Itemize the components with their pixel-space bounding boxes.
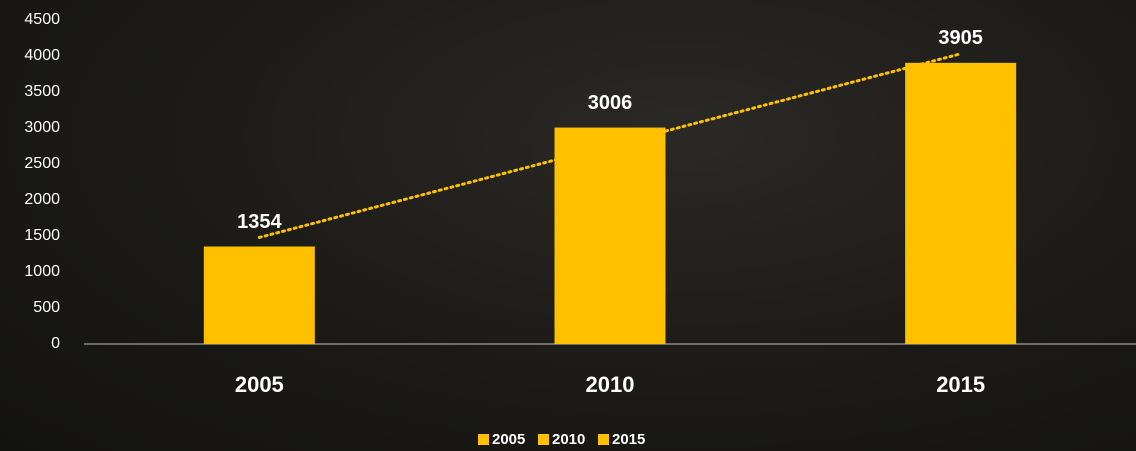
y-tick-label: 4500 [24, 11, 60, 28]
legend-swatch [598, 434, 609, 445]
x-tick-label: 2010 [586, 372, 635, 397]
legend-label: 2015 [612, 431, 645, 448]
y-tick-label: 1000 [24, 263, 60, 280]
bar [555, 128, 666, 344]
y-tick-label: 2000 [24, 191, 60, 208]
chart: 0 500 1000 1500 2000 2500 3000 3500 4000 4500 1354… [0, 0, 1136, 451]
legend-swatch [478, 434, 489, 445]
data-label: 3905 [938, 27, 983, 49]
x-tick-label: 2015 [936, 372, 985, 397]
legend-swatch [538, 434, 549, 445]
bar [905, 63, 1016, 344]
y-tick-label: 0 [51, 335, 60, 352]
bar [204, 247, 315, 344]
y-tick-label: 1500 [24, 227, 60, 244]
data-label: 1354 [237, 211, 282, 233]
legend-label: 2010 [552, 431, 585, 448]
y-tick-label: 2500 [24, 155, 60, 172]
y-tick-label: 3000 [24, 119, 60, 136]
legend-label: 2005 [492, 431, 525, 448]
y-tick-label: 4000 [24, 47, 60, 64]
x-tick-label: 2005 [235, 372, 284, 397]
y-tick-label: 500 [33, 299, 60, 316]
data-label: 3006 [588, 92, 633, 114]
y-tick-label: 3500 [24, 83, 60, 100]
